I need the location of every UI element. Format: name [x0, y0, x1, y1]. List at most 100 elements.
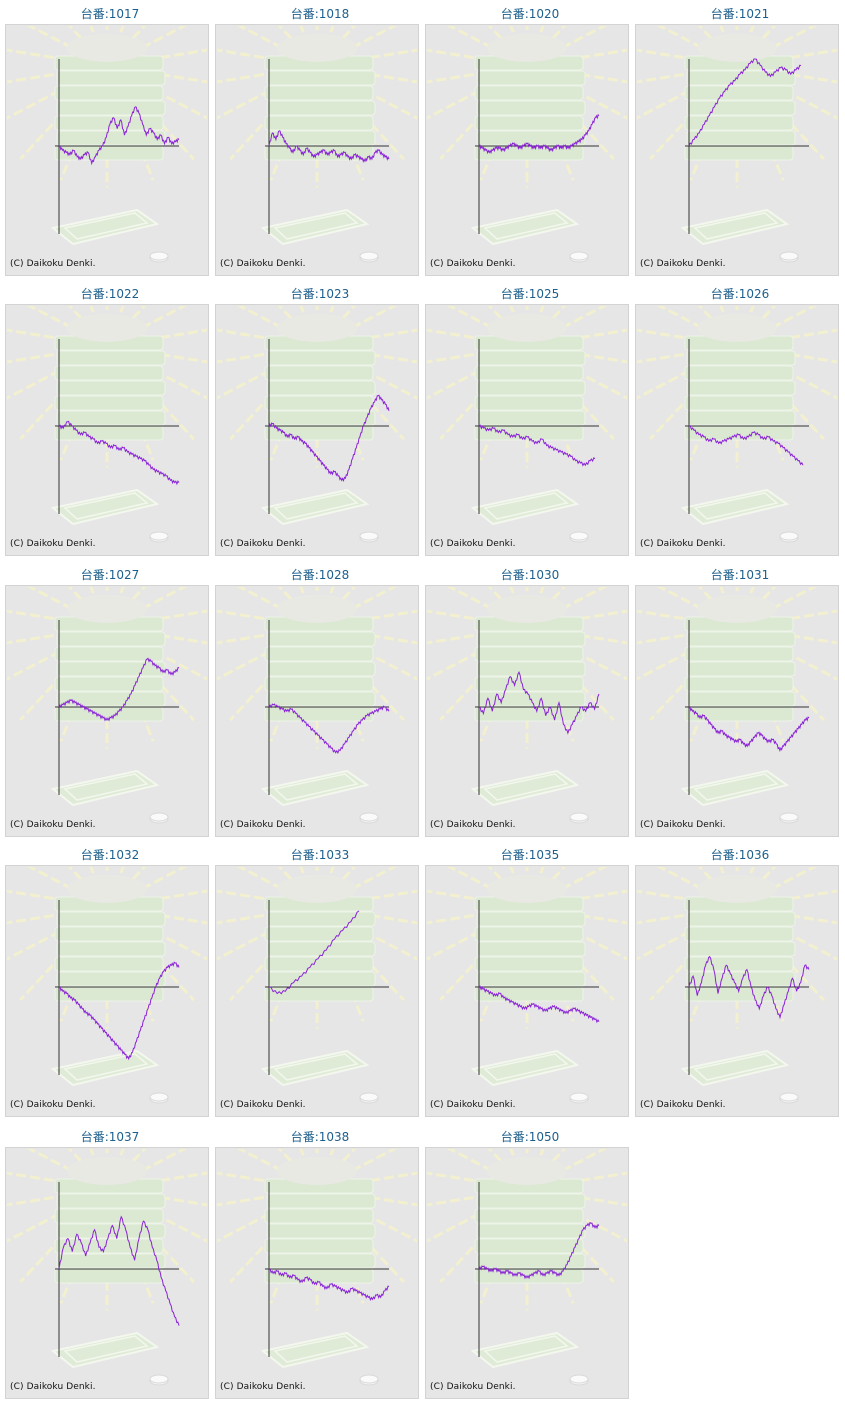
copyright-text: (C) Daikoku Denki. [640, 1100, 726, 1110]
prize-box-illustration [50, 595, 169, 824]
prize-box-illustration [260, 34, 379, 263]
machine-number-label[interactable]: 台番:1023 [290, 287, 350, 301]
prize-box-illustration [260, 1157, 379, 1386]
payout-graph-panel: (C) Daikoku Denki. [425, 1147, 629, 1399]
machine-number-label[interactable]: 台番:1030 [500, 568, 560, 582]
copyright-text: (C) Daikoku Denki. [10, 539, 96, 549]
prize-box-illustration [50, 314, 169, 543]
payout-series-line [478, 424, 596, 467]
payout-graph [7, 26, 207, 263]
machine-number-label[interactable]: 台番:1050 [500, 1130, 560, 1144]
payout-series-line [688, 955, 810, 1020]
machine-number-label[interactable]: 台番:1038 [290, 1130, 350, 1144]
payout-series-line [268, 394, 390, 483]
prize-box-illustration [470, 34, 589, 263]
payout-graph [427, 1149, 627, 1386]
machine-number-label[interactable]: 台番:1028 [290, 568, 350, 582]
prize-box-illustration [260, 314, 379, 543]
payout-series-line [688, 706, 810, 753]
payout-series-line [688, 425, 804, 466]
machine-number-label[interactable]: 台番:1035 [500, 848, 560, 862]
payout-graph [7, 306, 207, 543]
payout-graph-panel: (C) Daikoku Denki. [5, 304, 209, 556]
payout-graph [7, 1149, 207, 1386]
payout-series-line [268, 703, 390, 755]
payout-graph [217, 1149, 417, 1386]
prize-box-illustration [680, 875, 799, 1104]
copyright-text: (C) Daikoku Denki. [10, 820, 96, 830]
machine-number-label[interactable]: 台番:1036 [710, 848, 770, 862]
payout-graph [637, 306, 837, 543]
payout-graph [217, 867, 417, 1104]
prize-box-illustration [470, 1157, 589, 1386]
payout-series-line [58, 106, 180, 166]
payout-graph-panel: (C) Daikoku Denki. [635, 24, 839, 276]
prize-box-illustration [260, 875, 379, 1104]
machine-number-label[interactable]: 台番:1020 [500, 7, 560, 21]
payout-graph [637, 587, 837, 824]
machine-number-label[interactable]: 台番:1032 [80, 848, 140, 862]
prize-box-illustration [680, 314, 799, 543]
payout-series-line [478, 113, 600, 155]
copyright-text: (C) Daikoku Denki. [430, 820, 516, 830]
copyright-text: (C) Daikoku Denki. [220, 1382, 306, 1392]
copyright-text: (C) Daikoku Denki. [430, 1382, 516, 1392]
payout-graph-panel: (C) Daikoku Denki. [635, 865, 839, 1117]
payout-graph [217, 306, 417, 543]
payout-graph [427, 867, 627, 1104]
payout-graph-panel: (C) Daikoku Denki. [5, 585, 209, 837]
prize-box-illustration [470, 875, 589, 1104]
machine-number-label[interactable]: 台番:1031 [710, 568, 770, 582]
payout-graph [427, 26, 627, 263]
payout-graph [217, 587, 417, 824]
machine-number-label[interactable]: 台番:1037 [80, 1130, 140, 1144]
copyright-text: (C) Daikoku Denki. [640, 259, 726, 269]
payout-series-line [58, 657, 180, 722]
copyright-text: (C) Daikoku Denki. [10, 1100, 96, 1110]
copyright-text: (C) Daikoku Denki. [430, 259, 516, 269]
payout-graph-panel: (C) Daikoku Denki. [215, 304, 419, 556]
prize-box-illustration [470, 595, 589, 824]
payout-series-line [58, 961, 180, 1061]
machine-number-label[interactable]: 台番:1027 [80, 568, 140, 582]
payout-graph-panel: (C) Daikoku Denki. [5, 24, 209, 276]
payout-series-line [268, 1268, 390, 1302]
payout-series-line [478, 985, 600, 1024]
payout-graph [217, 26, 417, 263]
payout-graph-panel: (C) Daikoku Denki. [215, 24, 419, 276]
copyright-text: (C) Daikoku Denki. [430, 539, 516, 549]
payout-graph [637, 26, 837, 263]
payout-graph [7, 867, 207, 1104]
payout-graph-panel: (C) Daikoku Denki. [425, 24, 629, 276]
prize-box-illustration [50, 34, 169, 263]
payout-graph-panel: (C) Daikoku Denki. [215, 865, 419, 1117]
copyright-text: (C) Daikoku Denki. [220, 539, 306, 549]
machine-number-label[interactable]: 台番:1018 [290, 7, 350, 21]
copyright-text: (C) Daikoku Denki. [640, 539, 726, 549]
copyright-text: (C) Daikoku Denki. [220, 1100, 306, 1110]
prize-box-illustration [50, 875, 169, 1104]
prize-box-illustration [680, 34, 799, 263]
payout-graph-panel: (C) Daikoku Denki. [635, 304, 839, 556]
machine-number-label[interactable]: 台番:1026 [710, 287, 770, 301]
payout-graph [637, 867, 837, 1104]
payout-graph-panel: (C) Daikoku Denki. [5, 1147, 209, 1399]
machine-number-label[interactable]: 台番:1033 [290, 848, 350, 862]
copyright-text: (C) Daikoku Denki. [10, 259, 96, 269]
prize-box-illustration [470, 314, 589, 543]
machine-number-label[interactable]: 台番:1017 [80, 7, 140, 21]
payout-series-line [478, 670, 600, 735]
machine-number-label[interactable]: 台番:1025 [500, 287, 560, 301]
copyright-text: (C) Daikoku Denki. [640, 820, 726, 830]
payout-graph-panel: (C) Daikoku Denki. [215, 1147, 419, 1399]
payout-graph-panel: (C) Daikoku Denki. [425, 865, 629, 1117]
payout-series-line [478, 1221, 600, 1280]
copyright-text: (C) Daikoku Denki. [220, 820, 306, 830]
machine-number-label[interactable]: 台番:1022 [80, 287, 140, 301]
prize-box-illustration [680, 595, 799, 824]
machine-number-label[interactable]: 台番:1021 [710, 7, 770, 21]
payout-graph [7, 587, 207, 824]
copyright-text: (C) Daikoku Denki. [220, 259, 306, 269]
payout-graph [427, 306, 627, 543]
payout-series-line [58, 1215, 180, 1326]
